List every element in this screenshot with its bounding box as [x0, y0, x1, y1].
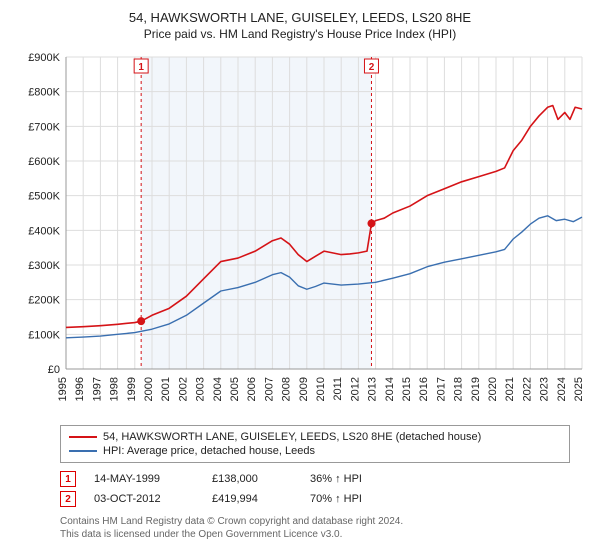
legend-box: 54, HAWKSWORTH LANE, GUISELEY, LEEDS, LS… [60, 425, 570, 463]
svg-text:2008: 2008 [281, 377, 293, 401]
chart-svg: £0 £100K £200K £300K £400K £500K £600K £700K £80… [10, 47, 590, 417]
svg-text:£300K: £300K [28, 260, 60, 272]
footer-line-1: Contains HM Land Registry data © Crown c… [60, 515, 570, 528]
svg-text:2019: 2019 [470, 377, 482, 401]
svg-text:1999: 1999 [126, 377, 138, 401]
svg-text:2000: 2000 [143, 377, 155, 401]
marker-price-2: £419,994 [212, 493, 292, 505]
svg-text:2001: 2001 [160, 377, 172, 401]
svg-text:2004: 2004 [212, 377, 224, 401]
legend-row-property: 54, HAWKSWORTH LANE, GUISELEY, LEEDS, LS… [69, 430, 561, 444]
footer-line-2: This data is licensed under the Open Gov… [60, 528, 570, 541]
marker-price-1: £138,000 [212, 473, 292, 485]
svg-text:2022: 2022 [521, 377, 533, 401]
svg-text:2025: 2025 [573, 377, 585, 401]
marker-date-1: 14-MAY-1999 [94, 473, 194, 485]
svg-text:2010: 2010 [315, 377, 327, 401]
svg-text:2024: 2024 [556, 377, 568, 401]
svg-text:2002: 2002 [177, 377, 189, 401]
svg-text:2005: 2005 [229, 377, 241, 401]
svg-text:£200K: £200K [28, 295, 60, 307]
marker-box-1: 1 [60, 471, 76, 487]
svg-text:£0: £0 [48, 364, 60, 376]
svg-text:2011: 2011 [332, 377, 344, 401]
footer-block: Contains HM Land Registry data © Crown c… [60, 515, 570, 541]
titles-block: 54, HAWKSWORTH LANE, GUISELEY, LEEDS, LS… [10, 10, 590, 41]
marker-row-1: 1 14-MAY-1999 £138,000 36% ↑ HPI [60, 469, 570, 489]
legend-label-property: 54, HAWKSWORTH LANE, GUISELEY, LEEDS, LS… [103, 431, 481, 443]
svg-text:2009: 2009 [298, 377, 310, 401]
svg-text:1995: 1995 [57, 377, 69, 401]
svg-text:2023: 2023 [539, 377, 551, 401]
marker-hpi-2: 70% ↑ HPI [310, 493, 390, 505]
legend-swatch-hpi [69, 450, 97, 452]
svg-text:£600K: £600K [28, 156, 60, 168]
svg-text:£900K: £900K [28, 52, 60, 64]
svg-text:2013: 2013 [367, 377, 379, 401]
svg-text:£500K: £500K [28, 191, 60, 203]
svg-text:2007: 2007 [263, 377, 275, 401]
svg-text:£100K: £100K [28, 329, 60, 341]
marker-table: 1 14-MAY-1999 £138,000 36% ↑ HPI 2 03-OC… [60, 469, 570, 509]
svg-text:£400K: £400K [28, 225, 60, 237]
title-line-1: 54, HAWKSWORTH LANE, GUISELEY, LEEDS, LS… [10, 10, 590, 25]
svg-text:2017: 2017 [435, 377, 447, 401]
svg-text:2021: 2021 [504, 377, 516, 401]
svg-text:2006: 2006 [246, 377, 258, 401]
svg-text:1998: 1998 [109, 377, 121, 401]
svg-text:2003: 2003 [195, 377, 207, 401]
marker-box-2: 2 [60, 491, 76, 507]
svg-text:2018: 2018 [453, 377, 465, 401]
svg-text:2016: 2016 [418, 377, 430, 401]
legend-swatch-property [69, 436, 97, 438]
svg-text:£800K: £800K [28, 87, 60, 99]
svg-text:2020: 2020 [487, 377, 499, 401]
marker-date-2: 03-OCT-2012 [94, 493, 194, 505]
svg-text:2015: 2015 [401, 377, 413, 401]
svg-text:1: 1 [138, 62, 144, 73]
svg-text:1996: 1996 [74, 377, 86, 401]
svg-text:1997: 1997 [91, 377, 103, 401]
svg-text:2012: 2012 [349, 377, 361, 401]
marker-hpi-1: 36% ↑ HPI [310, 473, 390, 485]
legend-row-hpi: HPI: Average price, detached house, Leed… [69, 444, 561, 458]
chart-container: 54, HAWKSWORTH LANE, GUISELEY, LEEDS, LS… [0, 0, 600, 547]
marker-row-2: 2 03-OCT-2012 £419,994 70% ↑ HPI [60, 489, 570, 509]
title-line-2: Price paid vs. HM Land Registry's House … [10, 27, 590, 41]
svg-text:2: 2 [369, 62, 375, 73]
legend-label-hpi: HPI: Average price, detached house, Leed… [103, 445, 315, 457]
svg-text:2014: 2014 [384, 377, 396, 401]
svg-text:£700K: £700K [28, 121, 60, 133]
chart-area: £0 £100K £200K £300K £400K £500K £600K £700K £80… [10, 47, 590, 417]
